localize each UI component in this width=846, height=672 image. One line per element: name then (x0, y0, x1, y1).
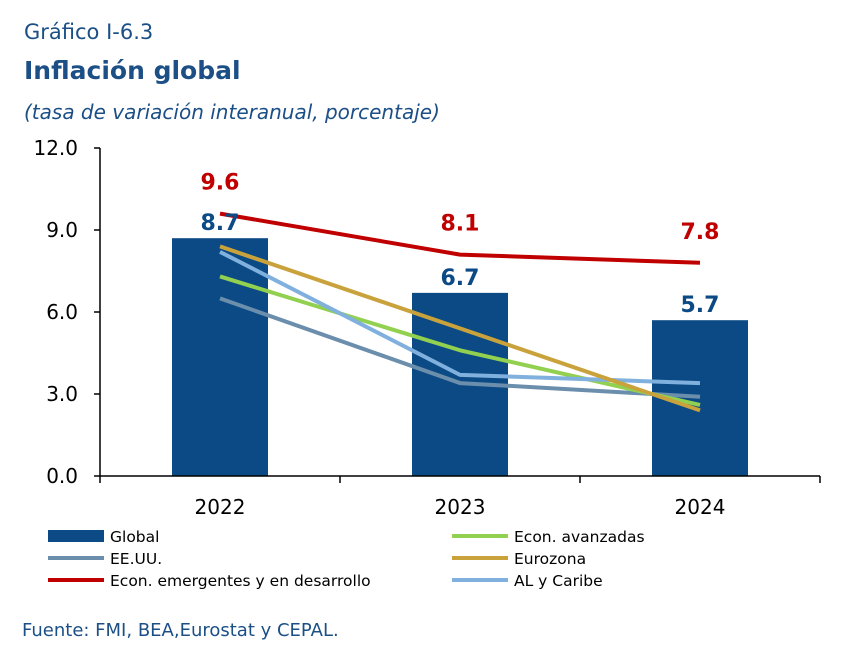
line-data-label: 8.1 (441, 212, 480, 237)
bar-data-label: 8.7 (201, 211, 240, 236)
bar-data-label: 5.7 (681, 293, 720, 318)
x-tick-label: 2024 (675, 495, 726, 519)
legend-label-global: Global (110, 528, 159, 546)
legend-label-eeuu: EE.UU. (110, 550, 162, 568)
y-tick-label: 6.0 (46, 300, 78, 324)
legend-label-al_caribe: AL y Caribe (514, 572, 603, 590)
chart-title: Inflación global (24, 56, 241, 85)
x-tick-label: 2023 (435, 495, 486, 519)
y-tick-label: 3.0 (46, 382, 78, 406)
chart-area: 0.0 3.0 6.0 9.0 12.0 2022 2023 2024 8.7 6.7 5.7 9.6… (33, 136, 821, 590)
chart-number: Gráfico I-6.3 (24, 20, 154, 44)
line-eurozona (219, 244, 701, 413)
line-eeuu (219, 296, 701, 399)
y-tick-label: 0.0 (46, 464, 78, 488)
legend-label-eurozona: Eurozona (514, 550, 586, 568)
source-note: Fuente: FMI, BEA,Eurostat y CEPAL. (22, 620, 339, 641)
y-tick-label: 9.0 (46, 218, 78, 242)
line-avanzadas (219, 274, 701, 407)
line-emergentes (219, 211, 701, 265)
legend-label-avanzadas: Econ. avanzadas (514, 528, 645, 546)
line-al_caribe (219, 250, 701, 386)
line-data-label: 7.8 (681, 220, 720, 245)
legend-label-emergentes: Econ. emergentes y en desarrollo (110, 572, 371, 590)
line-data-label: 9.6 (201, 171, 240, 196)
bar-data-label: 6.7 (441, 266, 480, 291)
legend-swatch-global (48, 530, 104, 542)
chart-subtitle: (tasa de variación interanual, porcentaj… (24, 100, 440, 124)
x-tick-label: 2022 (195, 495, 246, 519)
y-tick-label: 12.0 (33, 136, 78, 160)
bar-global-2022 (172, 238, 268, 476)
